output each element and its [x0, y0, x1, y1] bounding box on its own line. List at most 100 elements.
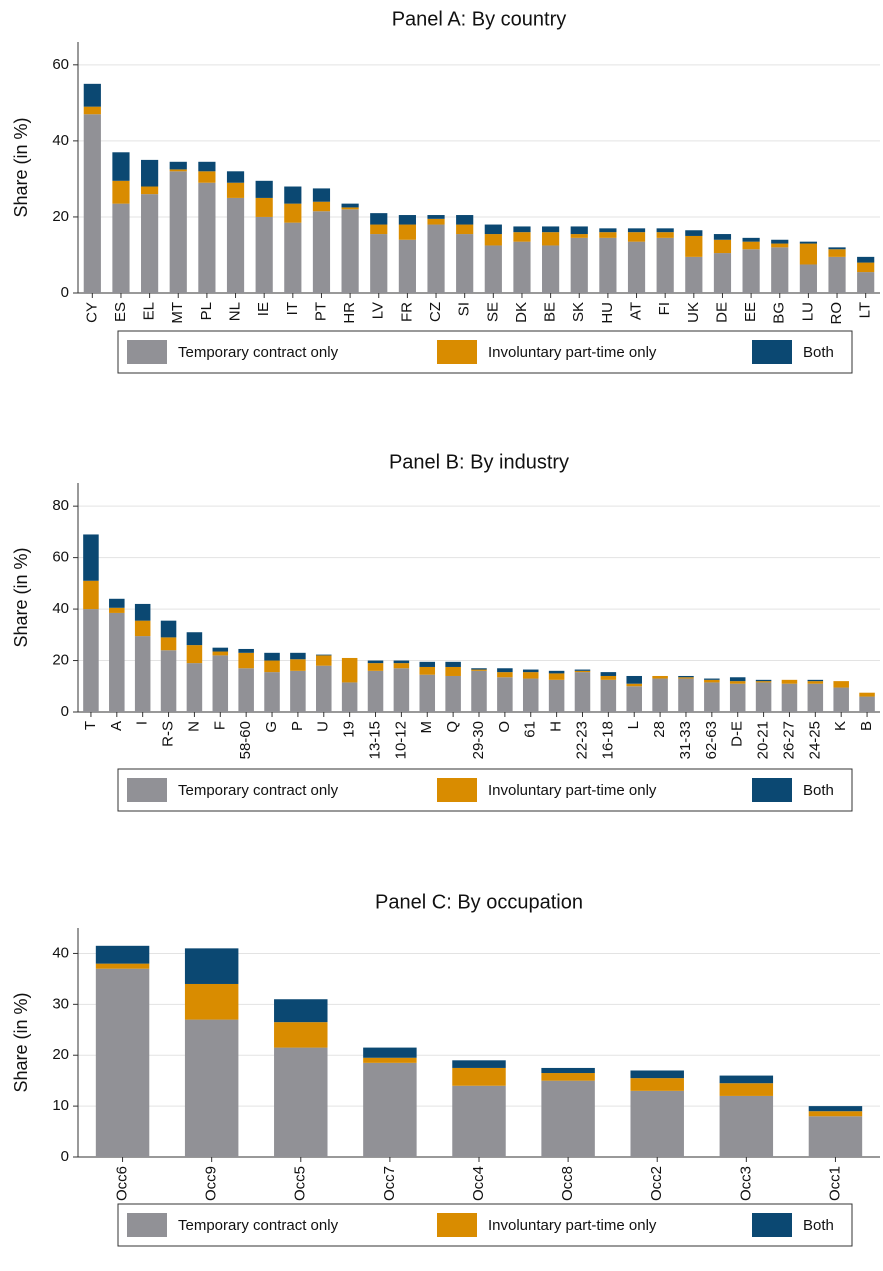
bar-segment — [109, 598, 125, 608]
legend-label: Temporary contract only — [178, 782, 339, 799]
bar-segment — [341, 657, 358, 683]
bar-segment — [627, 241, 646, 293]
bar-segment — [109, 607, 125, 613]
bar-segment — [290, 652, 306, 660]
y-tick-label: 30 — [52, 995, 69, 1012]
bar-segment — [781, 679, 798, 684]
bar-segment — [857, 262, 875, 273]
bar-segment — [678, 675, 694, 678]
bar-segment — [599, 237, 617, 293]
x-tick-label: 22-23 — [573, 721, 590, 759]
bar-segment — [859, 692, 875, 697]
bar-segment — [141, 186, 159, 195]
x-tick-label: 31-33 — [677, 721, 694, 759]
bar-segment — [755, 682, 772, 712]
x-tick-label: Occ5 — [292, 1166, 309, 1201]
bar-segment — [570, 237, 588, 293]
x-tick-label: O — [496, 721, 513, 733]
bar-segment — [186, 632, 203, 646]
legend-swatch — [752, 340, 792, 364]
legend-label: Involuntary part-time only — [488, 782, 657, 799]
x-tick-label: SE — [484, 302, 501, 322]
x-tick-label: FI — [656, 302, 673, 315]
bar-segment — [367, 663, 384, 671]
bar-segment — [600, 679, 617, 712]
bar-segment — [755, 679, 772, 682]
y-tick-label: 20 — [52, 1046, 69, 1063]
bar-segment — [513, 226, 531, 233]
x-tick-label: CZ — [427, 302, 444, 322]
bar-segment — [312, 201, 331, 212]
bar-segment — [471, 669, 487, 671]
bar-segment — [198, 161, 216, 172]
bar-segment — [160, 637, 177, 651]
bar-segment — [274, 1047, 328, 1157]
bar-segment — [445, 666, 461, 676]
x-tick-label: 16-18 — [599, 721, 616, 759]
bar-segment — [808, 1106, 863, 1112]
bar-segment — [771, 247, 789, 293]
bar-segment — [471, 668, 487, 670]
bar-segment — [599, 228, 617, 233]
bar-segment — [771, 239, 789, 244]
bar-segment — [513, 241, 531, 293]
y-axis-label: Share (in %) — [11, 992, 31, 1092]
bar-segment — [83, 534, 99, 581]
x-tick-label: 29-30 — [470, 721, 487, 759]
bar-segment — [169, 169, 187, 172]
x-tick-label: G — [263, 721, 280, 733]
y-tick-label: 0 — [61, 284, 69, 301]
x-tick-label: 10-12 — [392, 721, 409, 759]
x-tick-label: LU — [799, 302, 816, 321]
bar-segment — [186, 663, 203, 712]
chart-title: Panel A: By country — [392, 8, 567, 30]
chart-title: Panel C: By occupation — [375, 891, 583, 913]
bar-segment — [729, 681, 746, 684]
bar-segment — [212, 647, 229, 652]
x-tick-label: EE — [742, 302, 759, 322]
bar-segment — [141, 159, 159, 187]
bar-segment — [184, 1019, 239, 1157]
bar-segment — [685, 235, 703, 257]
x-tick-label: N — [185, 721, 202, 732]
x-tick-label: RO — [828, 302, 845, 325]
x-tick-label: A — [108, 721, 125, 731]
legend-box — [117, 330, 853, 374]
bar-segment — [284, 186, 302, 204]
x-tick-label: 62-63 — [703, 721, 720, 759]
x-tick-label: 28 — [651, 721, 668, 738]
x-tick-label: AT — [628, 302, 645, 320]
bar-segment — [83, 106, 101, 115]
bar-segment — [363, 1047, 417, 1058]
x-tick-label: I — [134, 721, 151, 725]
bar-segment — [370, 213, 388, 225]
x-tick-label: M — [418, 721, 435, 734]
bar-segment — [828, 249, 846, 257]
bar-segment — [570, 234, 588, 238]
bar-segment — [370, 234, 388, 293]
bar-segment — [574, 672, 591, 712]
y-tick-label: 40 — [52, 600, 69, 617]
bar-segment — [719, 1083, 774, 1096]
bar-segment — [264, 652, 280, 661]
x-tick-label: 19 — [341, 721, 358, 738]
y-axis-label: Share (in %) — [11, 547, 31, 647]
y-tick-label: 20 — [52, 652, 69, 669]
bar-segment — [255, 197, 273, 217]
x-tick-label: BG — [771, 302, 788, 324]
y-tick-label: 40 — [52, 944, 69, 961]
bar-segment — [704, 678, 720, 680]
bar-segment — [630, 1090, 684, 1157]
bar-segment — [398, 224, 416, 240]
x-tick-label: U — [315, 721, 332, 732]
x-tick-label: R-S — [160, 721, 177, 747]
bar-segment — [685, 256, 703, 293]
bar-segment — [198, 182, 216, 293]
bar-segment — [541, 1067, 595, 1074]
y-axis-label: Share (in %) — [11, 117, 31, 217]
bar-segment — [833, 681, 849, 688]
x-tick-label: Occ1 — [826, 1166, 843, 1201]
legend-label: Temporary contract only — [178, 344, 339, 361]
bar-segment — [630, 1070, 684, 1079]
